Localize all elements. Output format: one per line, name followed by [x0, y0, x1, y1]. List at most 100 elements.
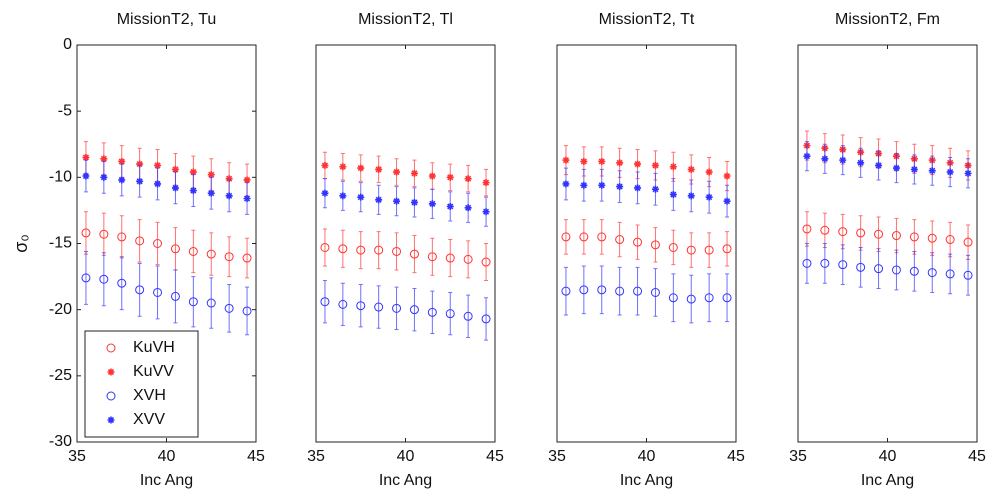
x-tick-label: 40	[158, 448, 176, 465]
error-bar	[581, 219, 586, 255]
circle-marker	[242, 253, 252, 263]
error-bar	[448, 239, 453, 278]
star-marker	[687, 192, 695, 200]
x-tick-label: 45	[727, 448, 745, 465]
star-marker	[82, 153, 90, 161]
x-axis-label: Inc Ang	[379, 472, 432, 489]
circle-marker	[561, 232, 571, 242]
panel-title: MissionT2, Tu	[117, 11, 217, 28]
circle-marker	[409, 305, 419, 315]
star-marker	[136, 160, 144, 168]
star-marker	[616, 183, 624, 191]
y-tick-label: -5	[58, 102, 72, 119]
star-marker	[687, 165, 695, 173]
circle-marker	[838, 260, 848, 270]
star-marker	[562, 180, 570, 188]
star-marker	[339, 192, 347, 200]
circle-marker	[188, 297, 198, 307]
error-bar	[412, 235, 417, 274]
x-tick-label: 45	[247, 448, 265, 465]
star-marker	[580, 181, 588, 189]
circle-marker	[597, 285, 607, 295]
error-bar	[430, 237, 435, 276]
circle-marker	[963, 237, 973, 247]
star-marker	[357, 164, 365, 172]
circle-marker	[374, 245, 384, 255]
star-marker	[616, 159, 624, 167]
plot-frame	[315, 44, 496, 443]
error-bar	[858, 246, 863, 288]
circle-marker	[356, 245, 366, 255]
star-marker	[634, 184, 642, 192]
error-bar	[448, 291, 453, 336]
star-marker	[118, 157, 126, 165]
circle-marker	[722, 244, 732, 254]
circle-marker	[963, 270, 973, 280]
error-bar	[358, 231, 363, 270]
circle-marker	[597, 232, 607, 242]
circle-marker	[320, 242, 330, 252]
error-bar	[394, 286, 399, 331]
error-bar	[484, 243, 489, 282]
star-marker	[634, 160, 642, 168]
star-marker	[225, 175, 233, 183]
error-bar	[563, 266, 568, 316]
circle-marker	[927, 268, 937, 278]
circle-marker	[99, 274, 109, 284]
error-bar	[466, 240, 471, 279]
error-bar	[948, 253, 953, 295]
star-marker	[928, 167, 936, 175]
y-tick-label: -15	[49, 235, 72, 252]
error-bar	[191, 276, 196, 328]
circle-marker	[820, 258, 830, 268]
circle-marker	[722, 293, 732, 303]
star-marker	[207, 189, 215, 197]
y-axis-label: σ₀	[11, 234, 31, 253]
circle-marker	[409, 249, 419, 259]
error-bar	[617, 221, 622, 258]
error-bar	[822, 243, 827, 284]
error-bar	[484, 297, 489, 341]
error-bar	[912, 250, 917, 292]
circle-marker	[445, 253, 455, 263]
circle-marker	[463, 311, 473, 321]
circle-marker	[945, 235, 955, 245]
star-marker	[580, 157, 588, 165]
error-bar	[930, 252, 935, 293]
circle-marker	[170, 291, 180, 301]
circle-marker	[927, 233, 937, 243]
x-tick-label: 40	[397, 448, 415, 465]
error-bar	[173, 269, 178, 324]
legend-label: KuVH	[133, 339, 175, 356]
star-marker	[482, 179, 490, 187]
star-marker	[964, 169, 972, 177]
error-bar	[707, 273, 712, 323]
circle-marker	[820, 225, 830, 235]
error-bar	[599, 265, 604, 315]
error-bar	[376, 285, 381, 329]
circle-marker	[99, 229, 109, 239]
star-marker	[598, 157, 606, 165]
circle-marker	[427, 252, 437, 262]
circle-marker	[320, 297, 330, 307]
y-tick-label: 0	[63, 36, 72, 53]
circle-marker	[117, 278, 127, 288]
star-marker	[100, 155, 108, 163]
x-axis-label: Inc Ang	[140, 472, 193, 489]
star-marker	[562, 156, 570, 164]
circle-marker	[704, 293, 714, 303]
star-marker	[446, 202, 454, 210]
error-bar	[430, 290, 435, 334]
star-marker	[651, 185, 659, 193]
star-marker	[446, 173, 454, 181]
circle-marker	[579, 232, 589, 242]
error-bar	[101, 252, 106, 307]
circle-marker	[188, 246, 198, 256]
error-bar	[671, 273, 676, 323]
circle-marker	[153, 239, 163, 248]
error-bar	[617, 266, 622, 316]
star-marker	[171, 165, 179, 173]
error-bar	[322, 228, 327, 267]
circle-marker	[392, 303, 402, 313]
